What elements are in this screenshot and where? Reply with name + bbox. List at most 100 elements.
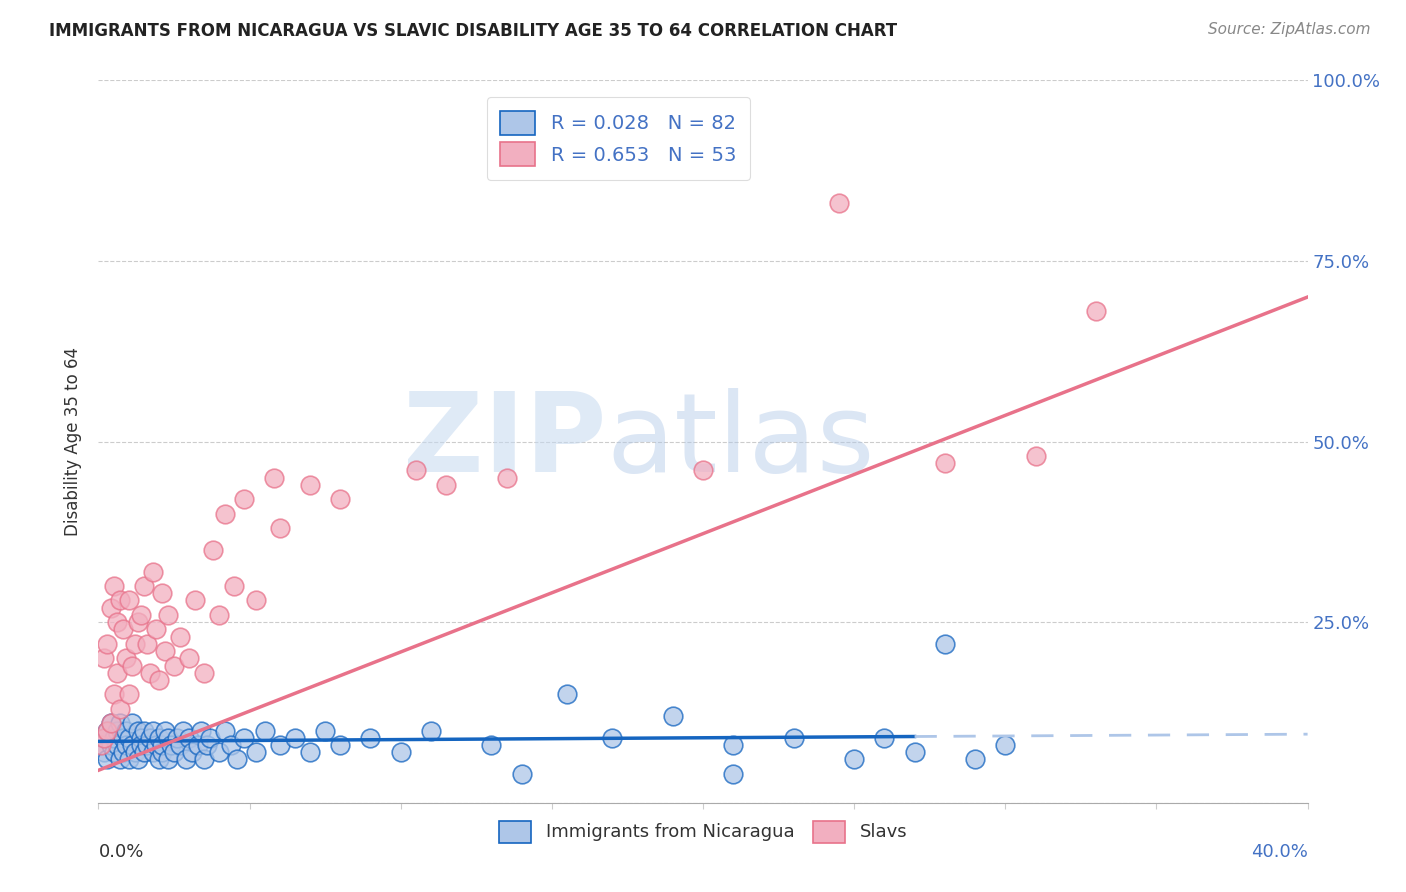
Point — [208, 607, 231, 622]
Point — [121, 716, 143, 731]
Text: 40.0%: 40.0% — [1251, 843, 1308, 861]
Point — [179, 731, 201, 745]
Point — [93, 651, 115, 665]
Point — [96, 752, 118, 766]
Point — [193, 665, 215, 680]
Point — [111, 745, 134, 759]
Point — [105, 723, 128, 738]
Point — [150, 738, 173, 752]
Point — [263, 470, 285, 484]
Point — [132, 579, 155, 593]
Point — [142, 723, 165, 738]
Point — [132, 745, 155, 759]
Point — [692, 463, 714, 477]
Point — [314, 723, 336, 738]
Point — [481, 738, 503, 752]
Point — [142, 745, 165, 759]
Point — [226, 752, 249, 766]
Point — [156, 607, 179, 622]
Point — [100, 716, 122, 731]
Point — [873, 731, 896, 745]
Point — [103, 579, 125, 593]
Text: ZIP: ZIP — [404, 388, 606, 495]
Point — [100, 738, 122, 752]
Point — [208, 745, 231, 759]
Point — [434, 478, 457, 492]
Point — [284, 731, 307, 745]
Point — [114, 723, 136, 738]
Point — [495, 470, 517, 484]
Point — [156, 731, 179, 745]
Point — [153, 644, 176, 658]
Point — [169, 738, 191, 752]
Point — [118, 752, 141, 766]
Point — [245, 745, 267, 759]
Point — [269, 738, 291, 752]
Point — [135, 738, 157, 752]
Point — [96, 723, 118, 738]
Point — [132, 723, 155, 738]
Point — [108, 593, 131, 607]
Point — [195, 738, 218, 752]
Point — [118, 687, 141, 701]
Point — [174, 752, 197, 766]
Point — [184, 593, 207, 607]
Point — [93, 731, 115, 745]
Point — [100, 716, 122, 731]
Point — [934, 456, 956, 470]
Point — [135, 637, 157, 651]
Point — [90, 738, 112, 752]
Point — [232, 492, 254, 507]
Point — [934, 637, 956, 651]
Point — [172, 723, 194, 738]
Point — [105, 615, 128, 630]
Point — [160, 738, 183, 752]
Point — [108, 702, 131, 716]
Point — [299, 745, 322, 759]
Point — [193, 752, 215, 766]
Point — [163, 658, 186, 673]
Text: Source: ZipAtlas.com: Source: ZipAtlas.com — [1208, 22, 1371, 37]
Point — [156, 752, 179, 766]
Point — [723, 738, 745, 752]
Point — [103, 731, 125, 745]
Text: atlas: atlas — [606, 388, 875, 495]
Text: IMMIGRANTS FROM NICARAGUA VS SLAVIC DISABILITY AGE 35 TO 64 CORRELATION CHART: IMMIGRANTS FROM NICARAGUA VS SLAVIC DISA… — [49, 22, 897, 40]
Point — [103, 687, 125, 701]
Point — [129, 738, 152, 752]
Point — [904, 745, 927, 759]
Point — [93, 731, 115, 745]
Point — [166, 731, 188, 745]
Point — [187, 738, 209, 752]
Point — [124, 637, 146, 651]
Point — [127, 723, 149, 738]
Point — [723, 767, 745, 781]
Point — [190, 723, 212, 738]
Point — [329, 492, 352, 507]
Point — [139, 731, 162, 745]
Point — [360, 731, 382, 745]
Point — [145, 623, 167, 637]
Point — [150, 745, 173, 759]
Point — [100, 600, 122, 615]
Point — [127, 615, 149, 630]
Point — [163, 745, 186, 759]
Point — [96, 723, 118, 738]
Point — [828, 196, 851, 211]
Point — [93, 745, 115, 759]
Point — [127, 752, 149, 766]
Point — [202, 542, 225, 557]
Point — [1024, 449, 1046, 463]
Point — [245, 593, 267, 607]
Point — [124, 745, 146, 759]
Point — [148, 673, 170, 687]
Point — [108, 716, 131, 731]
Point — [405, 463, 427, 477]
Point — [118, 593, 141, 607]
Point — [994, 738, 1017, 752]
Point — [105, 738, 128, 752]
Point — [148, 731, 170, 745]
Text: 0.0%: 0.0% — [98, 843, 143, 861]
Point — [224, 579, 246, 593]
Point — [200, 731, 222, 745]
